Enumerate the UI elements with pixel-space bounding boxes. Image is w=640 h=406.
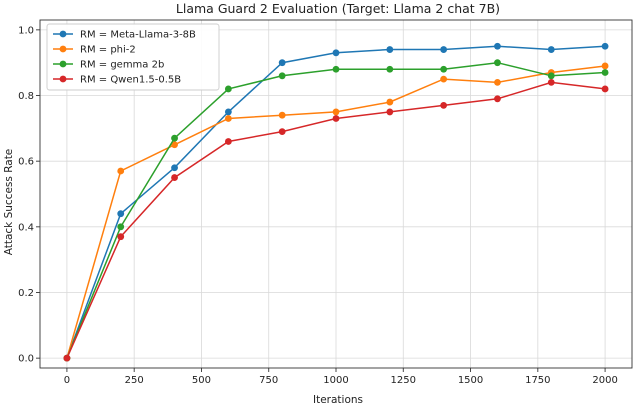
y-tick-label: 1.0	[18, 25, 34, 36]
legend-label: RM = Meta-Llama-3-8B	[80, 30, 196, 41]
x-tick-label: 1750	[525, 375, 550, 386]
data-point	[332, 49, 340, 57]
data-point	[386, 46, 394, 53]
legend-item: RM = Meta-Llama-3-8B	[53, 30, 196, 41]
data-point	[332, 65, 340, 73]
data-point	[332, 108, 340, 116]
data-point	[494, 95, 501, 103]
y-tick-label: 0.0	[18, 354, 34, 365]
data-point	[494, 59, 501, 67]
legend-item: RM = gemma 2b	[53, 60, 164, 71]
series-1	[63, 42, 609, 362]
data-point	[171, 141, 178, 149]
data-point	[224, 115, 232, 122]
data-point	[63, 354, 71, 362]
data-point	[440, 46, 448, 53]
data-point	[117, 223, 125, 231]
legend-item: RM = Qwen1.5-0.5B	[53, 75, 181, 86]
data-point	[494, 42, 501, 50]
x-tick-label: 750	[259, 375, 278, 386]
x-tick-label: 1250	[391, 375, 416, 386]
legend: RM = Meta-Llama-3-8B RM = phi-2 RM = gemma…	[46, 23, 220, 91]
data-point	[601, 62, 609, 70]
data-point	[278, 72, 286, 80]
legend-marker	[59, 75, 67, 83]
data-point	[386, 65, 394, 73]
legend-label: RM = Qwen1.5-0.5B	[80, 75, 181, 86]
series-4	[63, 78, 609, 362]
y-tick-label: 0.6	[18, 157, 34, 168]
y-axis-title: Attack Success Rate	[3, 149, 15, 256]
data-point	[278, 111, 286, 119]
data-point	[386, 98, 394, 106]
data-point	[601, 69, 609, 76]
data-point	[171, 174, 178, 181]
series-group	[63, 42, 609, 362]
data-point	[440, 75, 448, 83]
data-point	[386, 108, 394, 116]
legend-marker	[59, 45, 67, 53]
legend-item: RM = phi-2	[53, 45, 136, 56]
x-tick-label: 0	[64, 375, 70, 386]
legend-marker	[59, 60, 67, 68]
data-point	[224, 85, 232, 93]
data-point	[440, 101, 448, 109]
x-axis-title: Iterations	[313, 394, 363, 406]
x-axis: 0 250 500 750 1000 1250 1500 1750 2000	[64, 368, 618, 386]
data-point	[601, 85, 609, 93]
data-point	[494, 78, 501, 86]
data-point	[547, 72, 555, 80]
data-point	[332, 115, 340, 122]
data-point	[117, 233, 125, 241]
data-point	[171, 164, 178, 172]
data-point	[278, 59, 286, 67]
data-point	[171, 134, 178, 142]
x-tick-label: 1000	[323, 375, 348, 386]
legend-label: RM = phi-2	[80, 45, 136, 56]
y-tick-label: 0.8	[18, 91, 34, 102]
data-point	[224, 108, 232, 116]
y-axis: 0.0 0.2 0.4 0.6 0.8 1.0	[18, 25, 40, 365]
y-tick-label: 0.4	[18, 222, 34, 233]
legend-marker	[59, 30, 67, 38]
y-tick-label: 0.2	[18, 288, 34, 299]
x-tick-label: 1500	[458, 375, 483, 386]
data-point	[547, 46, 555, 53]
data-point	[278, 128, 286, 136]
data-point	[547, 78, 555, 86]
data-point	[440, 65, 448, 73]
x-tick-label: 250	[125, 375, 144, 386]
x-tick-label: 500	[192, 375, 211, 386]
data-point	[117, 210, 125, 218]
legend-label: RM = gemma 2b	[80, 60, 164, 71]
data-point	[601, 42, 609, 50]
x-tick-label: 2000	[592, 375, 617, 386]
data-point	[224, 138, 232, 145]
legend-box	[46, 23, 220, 91]
data-point	[117, 167, 125, 175]
chart-title: Llama Guard 2 Evaluation (Target: Llama …	[176, 1, 500, 16]
